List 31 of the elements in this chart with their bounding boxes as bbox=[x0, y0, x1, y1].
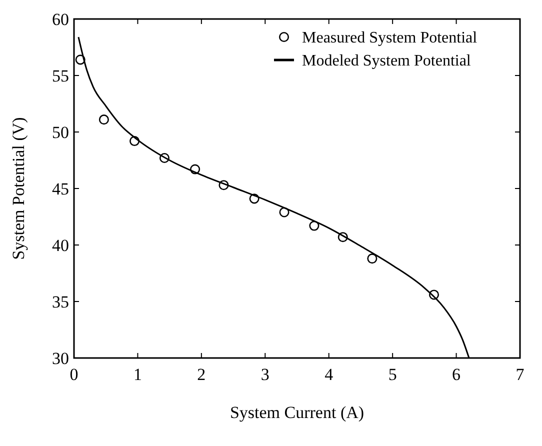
legend-label: Modeled System Potential bbox=[302, 52, 472, 70]
point bbox=[75, 54, 86, 65]
point bbox=[279, 207, 290, 218]
x-tick-label: 0 bbox=[70, 365, 78, 384]
x-tick-label: 3 bbox=[260, 365, 270, 384]
point bbox=[98, 114, 109, 125]
legend-label: Measured System Potential bbox=[302, 30, 478, 47]
y-tick-label: 55 bbox=[52, 66, 69, 86]
x-tick-label: 1 bbox=[133, 365, 142, 384]
y-tick-label: 30 bbox=[52, 348, 69, 368]
x-axis-title: System Current (A) bbox=[230, 403, 364, 422]
point bbox=[218, 180, 229, 190]
point bbox=[190, 164, 200, 174]
y-tick-label: 45 bbox=[52, 179, 69, 198]
point bbox=[130, 136, 140, 146]
point bbox=[338, 232, 348, 242]
x-tick-label: 6 bbox=[452, 365, 461, 384]
point bbox=[159, 152, 170, 163]
point bbox=[428, 290, 440, 300]
y-tick-label: 50 bbox=[52, 122, 69, 142]
y-tick-label: 35 bbox=[52, 292, 69, 312]
y-tick-label: 60 bbox=[52, 10, 69, 29]
y-tick-label: 40 bbox=[52, 236, 69, 255]
x-tick-label: 2 bbox=[197, 365, 206, 384]
point bbox=[309, 220, 320, 231]
y-axis-title: System Potential (V) bbox=[9, 117, 28, 260]
x-tick-label: 7 bbox=[516, 365, 525, 384]
x-tick-label: 5 bbox=[388, 365, 397, 384]
point bbox=[367, 254, 378, 264]
point bbox=[249, 194, 260, 204]
x-tick-label: 4 bbox=[324, 365, 334, 384]
